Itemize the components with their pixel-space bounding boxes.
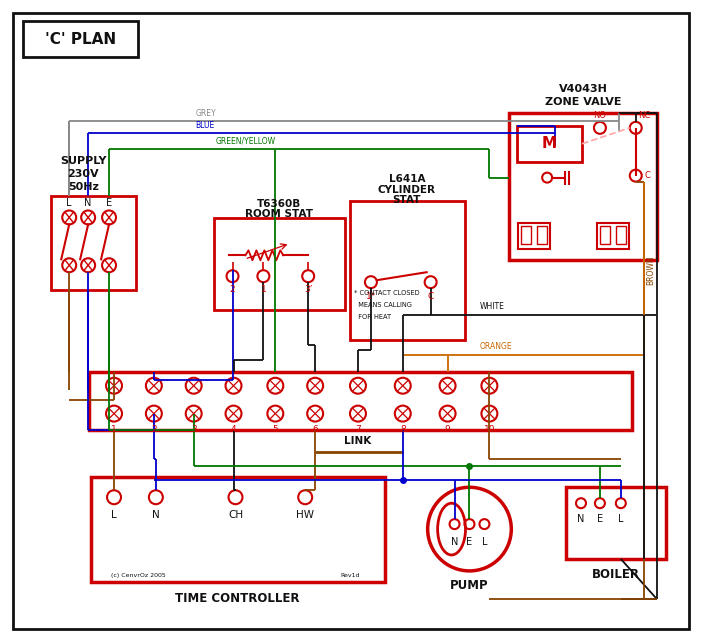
Text: 'C' PLAN: 'C' PLAN — [45, 31, 116, 47]
Text: TIME CONTROLLER: TIME CONTROLLER — [176, 592, 300, 605]
Bar — [537, 226, 547, 244]
Text: 3’: 3’ — [304, 285, 312, 294]
Text: N: N — [451, 537, 458, 547]
Bar — [23, 21, 138, 57]
Text: NC: NC — [637, 111, 650, 120]
Text: CH: CH — [228, 510, 243, 520]
Text: ZONE VALVE: ZONE VALVE — [545, 97, 621, 107]
Text: E: E — [466, 537, 472, 547]
Text: 8: 8 — [400, 424, 406, 433]
Bar — [89, 372, 632, 429]
Text: L: L — [482, 537, 487, 547]
Text: 2: 2 — [151, 424, 157, 433]
Text: MEANS CALLING: MEANS CALLING — [354, 302, 412, 308]
Text: 230V: 230V — [67, 169, 99, 179]
Text: N: N — [84, 197, 92, 208]
Text: L641A: L641A — [388, 174, 425, 183]
Bar — [597, 224, 629, 249]
Bar — [517, 126, 582, 162]
Bar — [522, 226, 531, 244]
Text: 5: 5 — [272, 424, 278, 433]
Text: C: C — [644, 171, 651, 180]
Bar — [616, 226, 625, 244]
Bar — [600, 226, 610, 244]
Bar — [518, 224, 550, 249]
Text: NO: NO — [593, 111, 607, 120]
Text: N: N — [577, 514, 585, 524]
Text: 1: 1 — [260, 285, 266, 294]
Text: STAT: STAT — [392, 194, 421, 204]
Text: L: L — [618, 514, 623, 524]
Text: FOR HEAT: FOR HEAT — [354, 314, 391, 320]
Text: 6: 6 — [312, 424, 318, 433]
Text: BLUE: BLUE — [196, 121, 215, 130]
Text: CYLINDER: CYLINDER — [378, 185, 436, 195]
Text: GREEN/YELLOW: GREEN/YELLOW — [216, 137, 276, 146]
Text: L: L — [67, 197, 72, 208]
Text: E: E — [597, 514, 603, 524]
Text: LINK: LINK — [345, 437, 371, 446]
Text: BROWN: BROWN — [647, 255, 656, 285]
Bar — [510, 113, 656, 260]
Text: 3: 3 — [191, 424, 197, 433]
Text: HW: HW — [296, 510, 314, 520]
Bar — [51, 196, 136, 290]
Text: GREY: GREY — [196, 109, 216, 118]
Text: 2: 2 — [230, 285, 235, 294]
Text: SUPPLY: SUPPLY — [60, 156, 107, 165]
Text: E: E — [106, 197, 112, 208]
Bar — [213, 219, 345, 310]
Text: C: C — [428, 292, 434, 301]
Text: ROOM STAT: ROOM STAT — [245, 210, 313, 219]
Bar — [91, 478, 385, 582]
Text: 10: 10 — [484, 424, 495, 433]
Text: ORANGE: ORANGE — [479, 342, 512, 351]
Text: WHITE: WHITE — [479, 302, 504, 311]
Text: Rev1d: Rev1d — [340, 573, 359, 578]
Bar — [350, 201, 465, 340]
Text: 50Hz: 50Hz — [67, 181, 98, 192]
Text: 1*: 1* — [366, 292, 376, 301]
Text: 1: 1 — [111, 424, 117, 433]
Text: 9: 9 — [444, 424, 451, 433]
Text: M: M — [541, 137, 557, 151]
Text: 4: 4 — [231, 424, 237, 433]
Text: BOILER: BOILER — [592, 568, 640, 581]
Text: * CONTACT CLOSED: * CONTACT CLOSED — [354, 290, 420, 296]
Text: V4043H: V4043H — [559, 84, 607, 94]
Text: (c) CenvrOz 2005: (c) CenvrOz 2005 — [111, 573, 166, 578]
Bar — [566, 487, 665, 559]
Text: N: N — [152, 510, 160, 520]
Text: L: L — [111, 510, 117, 520]
Text: 7: 7 — [355, 424, 361, 433]
Text: T6360B: T6360B — [257, 199, 301, 208]
Text: PUMP: PUMP — [450, 579, 489, 592]
